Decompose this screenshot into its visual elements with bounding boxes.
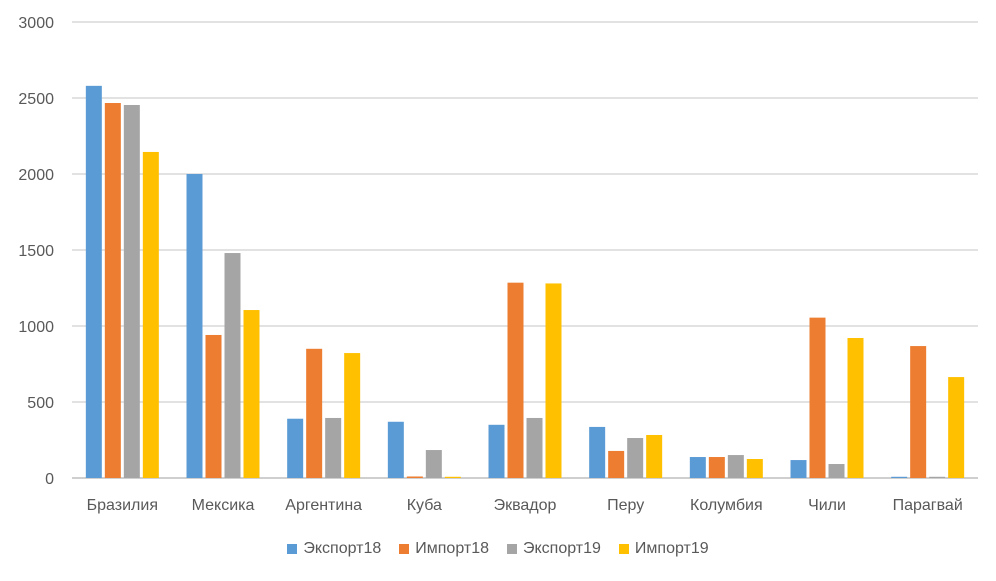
bar-Импорт19 xyxy=(948,377,965,478)
bar-Экспорт18 xyxy=(287,418,304,478)
bar-Экспорт18 xyxy=(689,457,706,478)
bar-Импорт18 xyxy=(306,348,323,478)
bar-Импорт18 xyxy=(608,450,625,478)
bar-Экспорт18 xyxy=(790,460,807,478)
bar-Экспорт19 xyxy=(627,438,644,478)
bar-Импорт18 xyxy=(104,103,121,479)
y-tick-label: 2500 xyxy=(18,91,54,108)
bar-Импорт19 xyxy=(344,353,361,478)
legend-item: Экспорт18 xyxy=(287,540,381,558)
y-tick-label: 1000 xyxy=(18,319,54,336)
bar-Экспорт18 xyxy=(589,426,606,478)
legend-swatch xyxy=(287,544,298,554)
y-tick-label: 3000 xyxy=(18,15,54,32)
y-tick-label: 1500 xyxy=(18,243,54,260)
bar-Импорт19 xyxy=(646,434,663,478)
y-tick-label: 500 xyxy=(27,395,54,412)
legend-swatch xyxy=(618,544,629,554)
bar-Экспорт19 xyxy=(123,104,140,478)
bar-Экспорт18 xyxy=(488,424,505,478)
legend-item: Экспорт19 xyxy=(507,540,601,558)
bar-Импорт18 xyxy=(205,334,222,478)
y-tick-label: 2000 xyxy=(18,167,54,184)
legend-swatch xyxy=(399,544,410,554)
legend-label: Импорт19 xyxy=(634,540,709,557)
x-tick-label: Эквадор xyxy=(494,497,557,514)
bar-Экспорт19 xyxy=(727,455,744,478)
x-tick-label: Парагвай xyxy=(893,497,963,514)
x-tick-label: Чили xyxy=(808,497,846,514)
x-tick-label: Аргентина xyxy=(285,497,362,514)
legend-item: Импорт18 xyxy=(399,540,489,558)
bar-Импорт19 xyxy=(746,459,763,478)
legend: Экспорт18 Импорт18 Экспорт19 Импорт19 xyxy=(0,540,996,558)
bar-Экспорт18 xyxy=(186,174,203,478)
legend-label: Экспорт18 xyxy=(303,540,382,557)
legend-swatch xyxy=(507,544,517,554)
bar-Экспорт19 xyxy=(224,253,241,478)
bar-chart: 0 500 1000 1500 2000 2500 3000 Бразилия Мексика А… xyxy=(18,15,978,514)
bar-Импорт18 xyxy=(910,346,927,478)
bar-Экспорт18 xyxy=(387,421,404,478)
bar-Экспорт19 xyxy=(526,417,543,478)
legend-label: Импорт18 xyxy=(415,540,489,557)
bar-Экспорт18 xyxy=(85,85,102,478)
bar-Экспорт19 xyxy=(828,464,845,478)
x-tick-label: Перу xyxy=(607,497,644,514)
x-tick-label: Колумбия xyxy=(690,497,763,514)
y-tick-label: 0 xyxy=(45,471,54,488)
bar-Экспорт19 xyxy=(929,476,946,478)
bar-Импорт19 xyxy=(243,310,260,478)
bar-Импорт19 xyxy=(142,151,159,478)
bar-Импорт18 xyxy=(406,476,423,478)
bar-Импорт19 xyxy=(847,338,864,478)
legend-item: Импорт19 xyxy=(618,540,709,558)
x-tick-label: Бразилия xyxy=(87,497,158,514)
bar-Импорт18 xyxy=(708,457,725,478)
bar-Экспорт19 xyxy=(425,450,442,478)
x-tick-label: Куба xyxy=(407,497,442,514)
bar-Экспорт18 xyxy=(891,476,908,478)
bar-Импорт18 xyxy=(809,317,826,478)
bar-Экспорт19 xyxy=(325,417,342,478)
x-tick-label: Мексика xyxy=(192,497,255,514)
bar-Импорт19 xyxy=(444,476,461,478)
bar-Импорт18 xyxy=(507,282,524,478)
legend-label: Экспорт19 xyxy=(523,540,601,557)
bar-Импорт19 xyxy=(545,283,562,478)
